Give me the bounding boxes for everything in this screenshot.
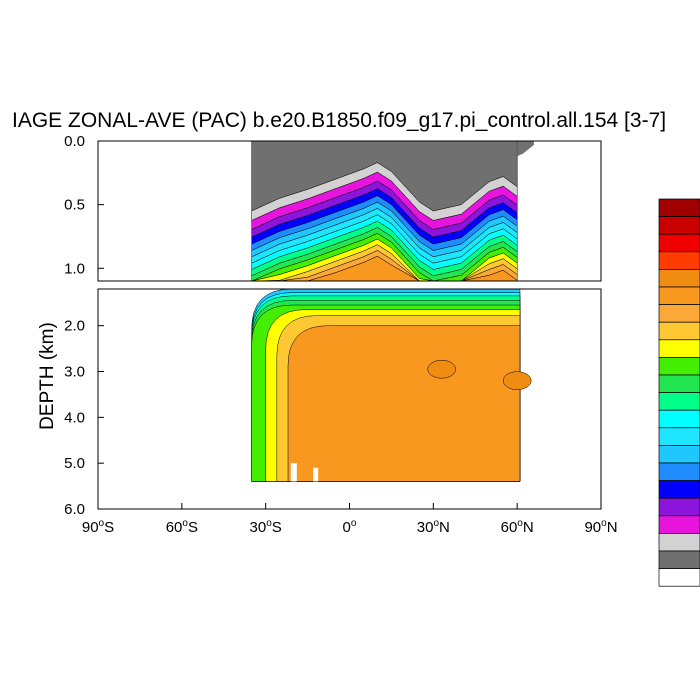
colorbar-swatch: [658, 286, 700, 305]
y-axis-label: DEPTH (km): [37, 322, 58, 430]
x-tick-label: 0o: [343, 518, 357, 536]
lower-band-7: [287, 325, 521, 482]
x-tick-label: 90oS: [82, 518, 114, 536]
lower-panel: [97, 288, 602, 510]
colorbar-swatch: [658, 216, 700, 235]
colorbar-swatch: [658, 480, 700, 499]
y-tick-label: 3.0: [64, 364, 85, 381]
colorbar-swatch: [658, 550, 700, 569]
y-tick-label: 5.0: [64, 455, 85, 472]
colorbar-swatch: [658, 198, 700, 217]
colorbar-swatch: [658, 568, 700, 587]
x-tick-label: 30oN: [417, 518, 450, 536]
y-tick-label: 4.0: [64, 409, 85, 426]
colorbar: [658, 198, 700, 587]
x-tick-label: 30oS: [250, 518, 282, 536]
colorbar-swatch: [658, 269, 700, 288]
chart-title: IAGE ZONAL-AVE (PAC) b.e20.B1850.f09_g17…: [12, 109, 666, 132]
colorbar-swatch: [658, 339, 700, 358]
colorbar-swatch: [658, 304, 700, 323]
upper-panel: [97, 140, 602, 282]
lower-patch-0: [427, 359, 456, 379]
colorbar-swatch: [658, 497, 700, 517]
upper-panel-frame: [97, 140, 602, 282]
bathymetry-gap-2: [313, 467, 319, 482]
colorbar-swatch: [658, 233, 700, 253]
colorbar-swatch: [658, 533, 700, 552]
colorbar-swatch: [658, 427, 700, 446]
y-tick-label: 1.0: [64, 260, 85, 277]
colorbar-swatch: [658, 409, 700, 429]
x-tick-label: 60oN: [501, 518, 534, 536]
colorbar-swatch: [658, 515, 700, 534]
colorbar-swatch: [658, 392, 700, 411]
lower-contour-bands: [251, 288, 532, 482]
contour-band-surface-edge: [517, 141, 534, 157]
lower-patch-1: [502, 371, 532, 390]
colorbar-swatch: [658, 321, 700, 341]
colorbar-swatch: [658, 374, 700, 393]
x-tick-label: 90oN: [584, 518, 617, 536]
y-tick-label: 0.0: [64, 133, 85, 150]
colorbar-swatch: [658, 445, 700, 464]
y-tick-label: 0.5: [64, 197, 85, 214]
y-tick-label: 2.0: [64, 318, 85, 335]
colorbar-swatch: [658, 462, 700, 481]
x-axis-ticks: 90oS 60oS 30oS 0o 30oN 60oN 90oN: [82, 503, 618, 536]
colorbar-swatch: [658, 251, 700, 270]
y-tick-label: 6.0: [64, 501, 85, 518]
bathymetry-gap-1: [290, 463, 297, 482]
x-tick-label: 60oS: [166, 518, 198, 536]
colorbar-swatch: [658, 357, 700, 376]
upper-contour-bands: [251, 140, 534, 282]
y-axis-ticks: 0.0 0.5 1.0 2.0 3.0 4.0 5.0 6.0: [64, 133, 104, 518]
